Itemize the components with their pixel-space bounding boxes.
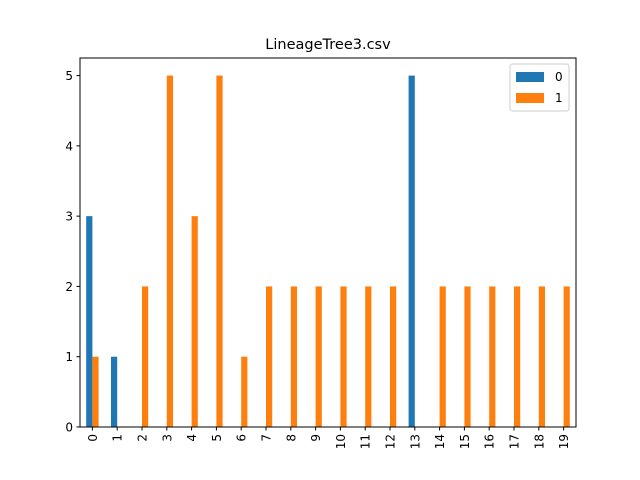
bar-series-1-cat-10 [340, 286, 347, 427]
chart-title: LineageTree3.csv [265, 37, 391, 53]
x-tick-label: 2 [136, 434, 150, 442]
bar-series-1-cat-9 [315, 286, 322, 427]
x-tick-label: 10 [334, 434, 348, 449]
bar-series-1-cat-5 [216, 75, 223, 427]
y-tick-label: 4 [65, 139, 73, 153]
x-tick-label: 14 [433, 434, 447, 449]
bar-series-0-cat-13 [408, 75, 415, 427]
y-tick-label: 5 [65, 69, 73, 83]
x-tick-label: 13 [408, 434, 422, 449]
x-tick-label: 15 [458, 434, 472, 449]
x-tick-label: 8 [284, 434, 298, 442]
x-tick-label: 5 [210, 434, 224, 442]
x-tick-label: 6 [235, 434, 249, 442]
y-tick-label: 1 [65, 350, 73, 364]
x-tick-label: 12 [384, 434, 398, 449]
bar-series-1-cat-6 [241, 356, 248, 427]
x-tick-label: 19 [557, 434, 571, 449]
bar-series-1-cat-15 [464, 286, 471, 427]
x-tick-label: 16 [483, 434, 497, 449]
bar-series-1-cat-0 [92, 356, 99, 427]
bar-series-1-cat-19 [563, 286, 570, 427]
y-tick-label: 0 [65, 421, 73, 435]
x-tick-label: 11 [359, 434, 373, 449]
x-tick-label: 4 [185, 434, 199, 442]
bar-series-1-cat-16 [489, 286, 496, 427]
plot-frame [79, 57, 577, 428]
legend-swatch-0 [516, 72, 544, 82]
x-tick-label: 3 [160, 434, 174, 442]
y-tick-label: 3 [65, 210, 73, 224]
legend-label-0: 0 [555, 70, 563, 84]
bar-series-0-cat-1 [111, 356, 118, 427]
bar-series-1-cat-12 [390, 286, 397, 427]
bar-series-1-cat-14 [439, 286, 446, 427]
legend-swatch-1 [516, 93, 544, 103]
bar-series-1-cat-7 [266, 286, 273, 427]
bar-series-1-cat-18 [538, 286, 545, 427]
legend: 01 [509, 63, 570, 112]
bar-series-1-cat-11 [365, 286, 372, 427]
x-tick-label: 18 [532, 434, 546, 449]
bar-series-1-cat-4 [191, 216, 198, 427]
x-tick-label: 17 [508, 434, 522, 449]
y-tick-label: 2 [65, 280, 73, 294]
bar-series-1-cat-2 [142, 286, 149, 427]
x-tick-label: 9 [309, 434, 323, 442]
legend-label-1: 1 [555, 91, 563, 105]
bar-series-1-cat-8 [290, 286, 297, 427]
bar-series-1-cat-17 [514, 286, 521, 427]
x-tick-label: 0 [86, 434, 100, 442]
bar-series-1-cat-3 [166, 75, 173, 427]
x-tick-label: 7 [260, 434, 274, 442]
bars-layer [86, 75, 570, 427]
bar-series-0-cat-0 [86, 216, 93, 427]
x-tick-label: 1 [111, 434, 125, 442]
